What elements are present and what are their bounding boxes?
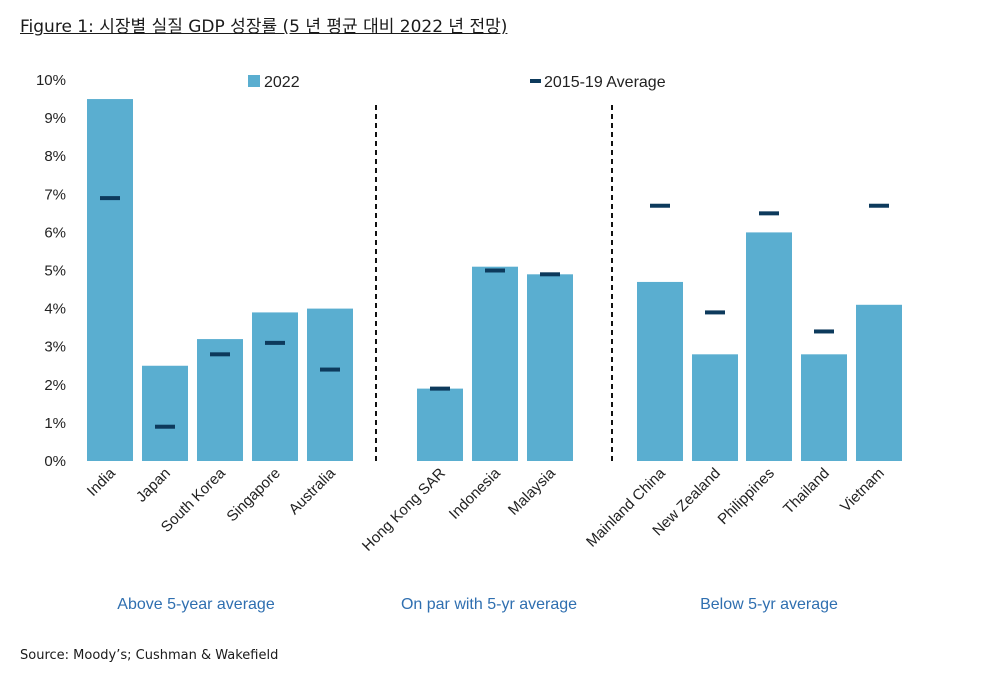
y-tick-label: 0% bbox=[44, 453, 66, 470]
category-label: Indonesia bbox=[446, 464, 504, 522]
category-label: Singapore bbox=[223, 465, 283, 525]
legend-label-2022: 2022 bbox=[264, 74, 300, 91]
legend-label-average: 2015-19 Average bbox=[544, 74, 666, 91]
bar-hong-kong-sar bbox=[417, 388, 463, 461]
y-tick-label: 2% bbox=[44, 377, 66, 394]
avg-marker-philippines bbox=[759, 211, 779, 216]
avg-marker-india bbox=[100, 196, 120, 201]
avg-marker-mainland-china bbox=[650, 203, 670, 208]
bar-india bbox=[87, 99, 133, 462]
avg-marker-singapore bbox=[265, 340, 285, 345]
bar-singapore bbox=[252, 312, 298, 461]
bar-thailand bbox=[801, 354, 847, 461]
y-axis-ticks: 0% 1% 2% 3% 4% 5% 6% 7% 8% 9% 10% bbox=[36, 72, 66, 470]
source-note: Source: Moody’s; Cushman & Wakefield bbox=[20, 648, 279, 663]
category-label: Thailand bbox=[780, 465, 833, 518]
y-tick-label: 9% bbox=[44, 110, 66, 127]
y-tick-label: 5% bbox=[44, 263, 66, 280]
category-label: Japan bbox=[133, 465, 174, 506]
group-labels: Above 5-year average On par with 5-yr ave… bbox=[117, 596, 838, 613]
bar-indonesia bbox=[472, 266, 518, 461]
y-tick-label: 7% bbox=[44, 186, 66, 203]
avg-marker-australia bbox=[320, 367, 340, 372]
category-label: Mainland China bbox=[583, 464, 669, 550]
category-label: Australia bbox=[286, 464, 340, 518]
category-label: India bbox=[84, 464, 119, 499]
y-tick-label: 4% bbox=[44, 301, 66, 318]
bar-malaysia bbox=[527, 274, 573, 461]
average-marker-series bbox=[100, 196, 889, 429]
bar-south-korea bbox=[197, 339, 243, 461]
avg-marker-vietnam bbox=[869, 203, 889, 208]
bar-philippines bbox=[746, 232, 792, 461]
group-label: Above 5-year average bbox=[117, 596, 275, 613]
category-label: Hong Kong SAR bbox=[359, 465, 449, 555]
y-tick-label: 3% bbox=[44, 339, 66, 356]
category-label: Philippines bbox=[715, 465, 778, 528]
avg-marker-japan bbox=[155, 424, 175, 429]
group-label: On par with 5-yr average bbox=[401, 596, 577, 613]
y-tick-label: 1% bbox=[44, 415, 66, 432]
y-tick-label: 6% bbox=[44, 224, 66, 241]
y-tick-label: 8% bbox=[44, 148, 66, 165]
avg-marker-thailand bbox=[814, 329, 834, 334]
avg-marker-hong-kong-sar bbox=[430, 386, 450, 391]
group-label: Below 5-yr average bbox=[700, 596, 838, 613]
bar-japan bbox=[142, 365, 188, 461]
avg-marker-indonesia bbox=[485, 268, 505, 273]
figure-title: Figure 1: 시장별 실질 GDP 성장률 (5 년 평균 대비 2022… bbox=[20, 17, 508, 37]
bar-new-zealand bbox=[692, 354, 738, 461]
y-tick-label: 10% bbox=[36, 72, 66, 89]
category-label: Malaysia bbox=[505, 464, 559, 518]
bar-mainland-china bbox=[637, 281, 683, 461]
legend: 2022 2015-19 Average bbox=[248, 74, 666, 91]
avg-marker-malaysia bbox=[540, 272, 560, 277]
legend-swatch-2022 bbox=[248, 75, 260, 87]
gdp-growth-chart: 0%1%2%3%4%5%6%7%8%9%10% India JapanSouth … bbox=[36, 72, 902, 613]
avg-marker-south-korea bbox=[210, 352, 230, 357]
bar-vietnam bbox=[856, 304, 902, 461]
avg-marker-new-zealand bbox=[705, 310, 725, 315]
bar-series bbox=[87, 99, 902, 462]
bar-australia bbox=[307, 308, 353, 461]
legend-swatch-average bbox=[530, 79, 541, 83]
category-label: Vietnam bbox=[837, 465, 888, 516]
